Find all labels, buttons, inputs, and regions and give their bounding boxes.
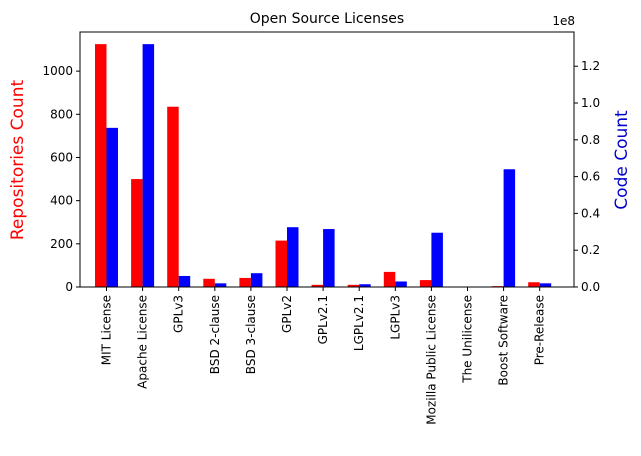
left-tick-label-0: 0 [65, 280, 73, 294]
x-tick-label-9: Mozilla Public License [424, 295, 438, 425]
code-bar-2 [178, 275, 191, 287]
x-tick-label-10: The Unilicense [461, 295, 475, 384]
repositories-bar-0 [95, 44, 107, 288]
right-tick-label-2: 0.4 [581, 206, 600, 220]
right-axis-multiplier: 1e8 [552, 14, 575, 28]
repositories-bar-4 [239, 277, 251, 287]
bars-group [95, 44, 552, 288]
x-tick-label-8: LGPLv3 [388, 295, 402, 340]
left-axis-label: Repositories Count [8, 80, 28, 241]
code-bar-12 [539, 283, 552, 287]
repositories-bar-2 [167, 106, 179, 287]
left-tick-label-5: 1000 [42, 64, 73, 78]
right-tick-label-3: 0.6 [581, 170, 600, 184]
code-bar-8 [395, 281, 407, 287]
repositories-bar-5 [275, 240, 287, 287]
chart-title: Open Source Licenses [250, 11, 404, 27]
x-tick-label-11: Boost Software [497, 295, 511, 386]
code-bar-11 [503, 169, 516, 287]
code-bar-1 [142, 44, 155, 288]
repositories-bar-1 [131, 179, 143, 287]
x-tick-label-4: BSD 3-clause [244, 295, 258, 374]
x-tick-label-7: LGPLv2.1 [352, 295, 366, 351]
right-tick-label-1: 0.2 [581, 243, 600, 257]
x-tick-label-3: BSD 2-clause [208, 295, 222, 374]
code-bar-0 [106, 127, 118, 287]
left-tick-label-4: 800 [50, 107, 73, 121]
repositories-bar-8 [383, 271, 396, 287]
repositories-bar-12 [528, 282, 540, 287]
repositories-bar-7 [347, 284, 360, 287]
code-bar-4 [250, 273, 263, 287]
code-bar-9 [431, 232, 443, 287]
x-tick-label-6: GPLv2.1 [316, 295, 330, 344]
x-tick-label-12: Pre-Release [533, 295, 547, 365]
right-axis-label: Code Count [612, 110, 632, 210]
x-tick-label-1: Apache License [136, 295, 150, 389]
right-tick-label-6: 1.2 [581, 59, 600, 73]
right-tick-label-0: 0.0 [581, 280, 600, 294]
plot-frame [79, 31, 575, 288]
right-tick-label-5: 1.0 [581, 96, 600, 110]
repositories-bar-6 [311, 284, 324, 287]
repositories-bar-3 [203, 278, 215, 287]
repositories-bar-9 [419, 280, 432, 287]
right-axis: 0.0 0.2 0.4 0.6 0.8 1.0 1.2 [574, 59, 600, 294]
left-axis: 0 200 400 600 800 1000 [42, 64, 80, 294]
code-bar-3 [214, 283, 227, 287]
x-tick-label-2: GPLv3 [172, 295, 186, 333]
left-tick-label-1: 200 [50, 237, 73, 251]
code-bar-6 [323, 229, 335, 287]
code-bar-5 [287, 227, 299, 287]
left-tick-label-3: 600 [50, 150, 73, 164]
right-tick-label-4: 0.8 [581, 133, 600, 147]
x-axis: MIT License Apache License GPLv3 BSD 2-clau… [100, 287, 547, 425]
left-tick-label-2: 400 [50, 194, 73, 208]
x-tick-label-0: MIT License [100, 295, 114, 365]
code-bar-7 [359, 284, 371, 287]
x-tick-label-5: GPLv2 [280, 295, 294, 333]
